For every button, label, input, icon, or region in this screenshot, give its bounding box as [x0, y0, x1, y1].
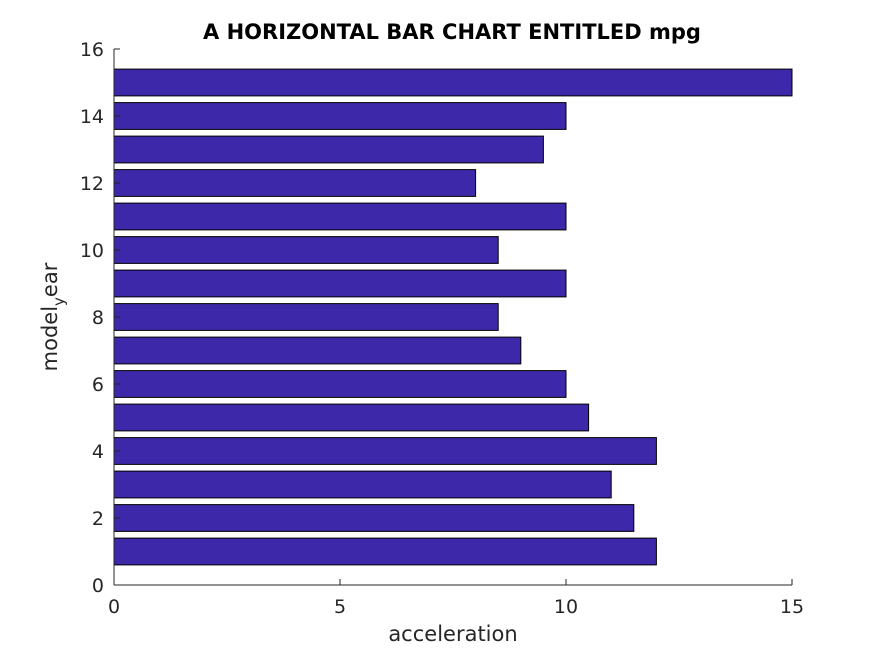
bar-13: [113, 135, 544, 164]
bar-2: [113, 504, 635, 532]
bar-8: [113, 303, 499, 331]
x-tick-label: 5: [334, 596, 346, 618]
bar-4: [113, 437, 657, 465]
bar-5: [113, 403, 590, 432]
y-tick-label: 16: [80, 39, 104, 61]
bar-11: [113, 202, 567, 231]
bar-10: [113, 236, 499, 264]
y-tick-label: 4: [92, 441, 104, 463]
bar-14: [113, 102, 567, 130]
x-axis-label: acceleration: [388, 622, 517, 646]
x-tick-label: 0: [108, 596, 120, 618]
chart-title: A HORIZONTAL BAR CHART ENTITLED mpg: [203, 20, 701, 44]
bar-12: [113, 169, 477, 197]
y-ticks-group: 0 2 4 6 8 10 12 14 16: [80, 39, 120, 597]
bar-1: [113, 537, 657, 566]
x-ticks-group: 0 5 10 15: [108, 579, 804, 618]
bar-6: [113, 370, 567, 398]
y-axis-label-tail: ear: [38, 262, 62, 297]
bar-15: [113, 68, 793, 97]
y-tick-label: 0: [92, 575, 104, 597]
y-tick-label: 12: [80, 173, 104, 195]
y-tick-label: 8: [92, 307, 104, 329]
bar-7: [113, 336, 522, 365]
bar-9: [113, 269, 567, 298]
bar-3: [113, 470, 612, 499]
x-tick-label: 10: [554, 596, 578, 618]
y-tick-label: 10: [80, 240, 104, 262]
x-tick-label: 15: [780, 596, 804, 618]
y-tick-label: 6: [92, 374, 104, 396]
y-tick-label: 2: [92, 508, 104, 530]
y-axis-label-main: model: [38, 306, 62, 371]
y-axis-label: modelyear: [38, 262, 68, 371]
y-axis-label-subscript: y: [50, 297, 68, 306]
y-tick-label: 14: [80, 106, 104, 128]
bars-group: [113, 68, 793, 566]
